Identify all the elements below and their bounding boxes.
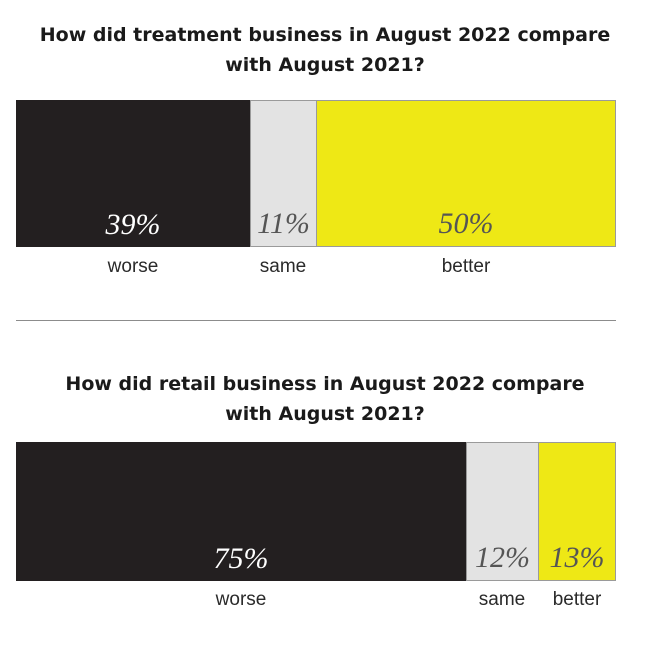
bar-segment-worse: 75% xyxy=(16,442,466,581)
category-label-same: same xyxy=(478,589,526,610)
category-label-worse: worse xyxy=(215,589,267,610)
stacked-bar-retail: 75% 12% 13% xyxy=(16,442,616,581)
value-label-better: 50% xyxy=(438,207,494,240)
bar-segment-worse: 39% xyxy=(16,100,250,247)
category-label-same: same xyxy=(259,256,307,277)
value-label-worse: 39% xyxy=(105,208,161,241)
title-line-2: with August 2021? xyxy=(225,403,425,425)
category-label-better: better xyxy=(441,256,491,277)
title-line-2: with August 2021? xyxy=(225,54,425,76)
section-divider xyxy=(16,320,616,321)
category-label-worse: worse xyxy=(107,256,159,277)
chart-title-treatment: How did treatment business in August 202… xyxy=(0,20,650,80)
bar-segment-same: 12% xyxy=(466,442,538,581)
value-label-same: 11% xyxy=(257,207,310,240)
value-label-worse: 75% xyxy=(213,542,269,575)
stacked-bar-treatment: 39% 11% 50% xyxy=(16,100,616,247)
value-label-better: 13% xyxy=(549,541,605,574)
chart-title-retail: How did retail business in August 2022 c… xyxy=(0,369,650,429)
category-label-better: better xyxy=(552,589,602,610)
title-line-1: How did treatment business in August 202… xyxy=(39,24,611,46)
bar-segment-better: 13% xyxy=(538,442,616,581)
bar-segment-better: 50% xyxy=(316,100,616,247)
bar-segment-same: 11% xyxy=(250,100,316,247)
title-line-1: How did retail business in August 2022 c… xyxy=(65,373,585,395)
value-label-same: 12% xyxy=(475,541,530,574)
